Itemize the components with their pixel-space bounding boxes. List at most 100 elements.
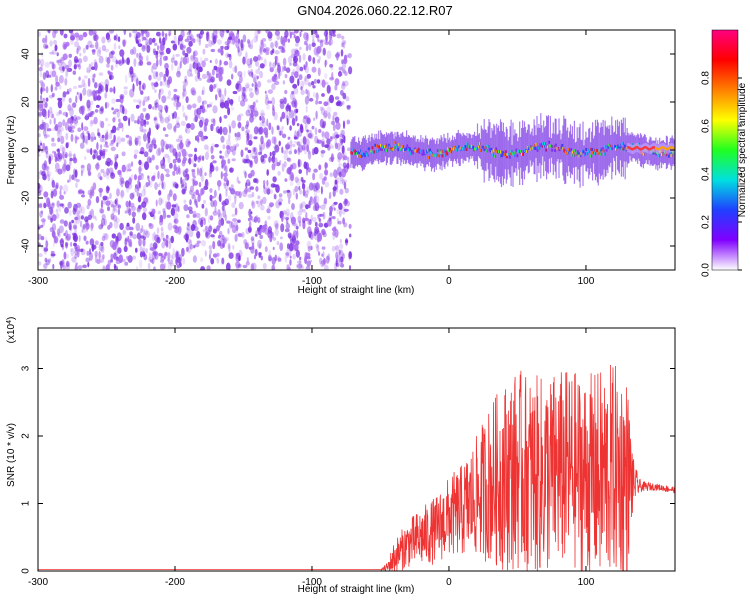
noise-speck <box>165 56 168 61</box>
noise-speck <box>197 194 201 203</box>
noise-speck <box>142 82 146 91</box>
signal-halo <box>528 124 530 173</box>
noise-speck <box>68 87 72 93</box>
noise-speck <box>73 117 78 127</box>
noise-speck <box>208 39 213 48</box>
noise-speck <box>265 50 270 56</box>
noise-speck <box>306 32 309 42</box>
noise-speck <box>82 47 86 54</box>
noise-speck <box>255 69 260 75</box>
signal-halo <box>363 138 365 170</box>
noise-speck <box>251 71 254 79</box>
signal-halo <box>510 119 512 186</box>
noise-speck <box>327 112 331 120</box>
noise-speck <box>92 182 97 190</box>
noise-speck <box>198 114 201 120</box>
noise-speck <box>92 32 97 42</box>
noise-speck <box>50 253 56 257</box>
noise-speck <box>181 188 186 195</box>
noise-speck <box>179 40 184 50</box>
noise-speck <box>267 100 273 104</box>
noise-speck <box>57 99 63 109</box>
noise-speck <box>218 89 222 98</box>
noise-speck <box>74 245 77 251</box>
noise-speck <box>143 236 147 240</box>
noise-speck <box>254 60 259 67</box>
noise-speck <box>235 261 241 269</box>
noise-speck <box>329 63 334 68</box>
signal-halo <box>529 134 531 161</box>
noise-speck <box>264 90 267 95</box>
noise-speck <box>289 125 292 131</box>
noise-speck <box>63 232 66 237</box>
noise-speck <box>341 82 346 90</box>
noise-speck <box>116 109 121 118</box>
noise-speck <box>167 76 173 84</box>
noise-speck <box>45 45 49 49</box>
noise-speck <box>262 262 267 270</box>
noise-speck <box>333 169 338 179</box>
noise-speck <box>324 41 330 45</box>
noise-speck <box>326 106 332 114</box>
noise-speck <box>302 135 307 143</box>
noise-speck <box>265 30 270 34</box>
noise-speck <box>174 60 178 66</box>
noise-speck <box>324 73 328 79</box>
noise-speck <box>110 253 114 260</box>
noise-speck <box>80 132 85 140</box>
noise-speck <box>172 158 177 164</box>
signal-core <box>629 146 631 150</box>
noise-speck <box>143 119 147 128</box>
noise-speck <box>249 113 255 118</box>
signal-core <box>673 147 675 151</box>
noise-speck <box>250 246 255 254</box>
noise-speck <box>155 165 159 170</box>
noise-speck <box>325 34 329 42</box>
noise-speck <box>267 31 273 39</box>
noise-speck <box>54 162 60 171</box>
noise-speck <box>123 89 128 96</box>
signal-halo <box>455 133 457 164</box>
noise-speck <box>70 125 76 129</box>
noise-speck <box>206 78 212 83</box>
noise-speck <box>216 252 220 257</box>
noise-speck <box>156 45 160 51</box>
noise-speck <box>215 94 218 101</box>
signal-core <box>637 146 639 150</box>
noise-speck <box>311 81 315 86</box>
noise-speck <box>267 226 272 234</box>
noise-speck <box>53 234 57 244</box>
noise-speck <box>207 104 212 108</box>
noise-speck <box>65 41 70 47</box>
signal-halo <box>596 119 598 183</box>
noise-speck <box>157 170 160 180</box>
noise-speck <box>345 200 351 207</box>
signal-halo <box>548 137 550 159</box>
noise-speck <box>343 155 348 161</box>
signal-halo <box>601 126 603 175</box>
noise-speck <box>209 164 215 172</box>
noise-speck <box>114 156 117 163</box>
noise-speck <box>56 200 60 208</box>
noise-speck <box>316 33 320 42</box>
noise-speck <box>85 113 89 121</box>
signal-halo <box>513 135 515 173</box>
noise-speck <box>134 186 140 193</box>
noise-speck <box>228 133 231 141</box>
noise-speck <box>40 218 47 223</box>
noise-speck <box>200 135 206 142</box>
colorbar-label: Normalized spectral amplitude <box>737 82 748 217</box>
signal-halo <box>367 137 369 164</box>
noise-speck <box>65 262 70 270</box>
noise-speck <box>66 233 71 241</box>
noise-speck <box>199 30 205 35</box>
noise-speck <box>38 133 41 138</box>
noise-speck <box>220 32 224 40</box>
noise-speck <box>336 100 342 106</box>
noise-speck <box>291 90 295 95</box>
noise-speck <box>170 207 176 216</box>
noise-speck <box>287 136 291 140</box>
noise-speck <box>185 128 191 134</box>
signal-halo <box>473 134 475 162</box>
noise-speck <box>346 105 351 110</box>
